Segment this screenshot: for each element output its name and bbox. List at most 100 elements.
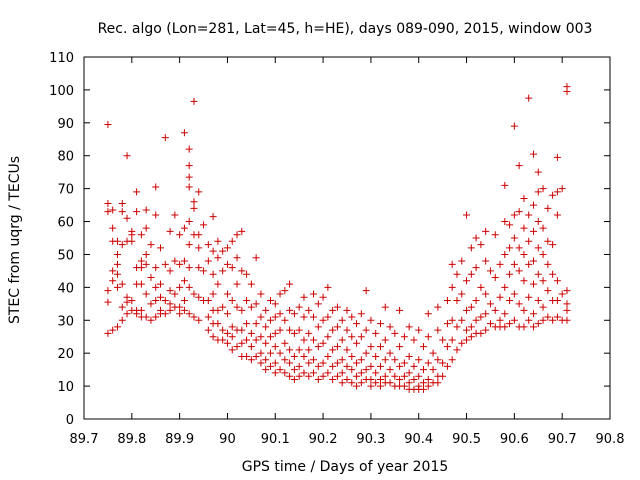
data-point [558, 290, 566, 298]
data-point [118, 316, 126, 324]
data-point [109, 326, 117, 334]
data-point [529, 227, 537, 235]
data-point [553, 211, 561, 219]
data-point [525, 260, 533, 268]
data-point [171, 211, 179, 219]
data-point [195, 264, 203, 272]
data-point [214, 280, 222, 288]
data-point [266, 333, 274, 341]
data-point [539, 224, 547, 232]
data-point [458, 290, 466, 298]
data-point [271, 343, 279, 351]
data-point [176, 231, 184, 239]
data-point [501, 310, 509, 318]
data-point [400, 372, 408, 380]
data-point [439, 372, 447, 380]
data-point [544, 260, 552, 268]
data-point [223, 310, 231, 318]
data-point [319, 293, 327, 301]
data-point [338, 336, 346, 344]
data-point [157, 280, 165, 288]
data-point [214, 306, 222, 314]
x-tick-label: 90.6 [500, 432, 529, 447]
x-tick-label: 89.9 [165, 432, 194, 447]
data-point [448, 336, 456, 344]
data-point [276, 349, 284, 357]
data-point [286, 280, 294, 288]
data-point [185, 310, 193, 318]
y-tick-label: 10 [57, 380, 74, 395]
data-point [396, 306, 404, 314]
data-point [142, 290, 150, 298]
data-point [496, 293, 504, 301]
data-point [142, 250, 150, 258]
data-point [324, 283, 332, 291]
data-point [448, 260, 456, 268]
data-point [376, 320, 384, 328]
data-point [295, 372, 303, 380]
data-point [539, 185, 547, 193]
data-point [439, 359, 447, 367]
data-point [329, 362, 337, 370]
data-point [247, 343, 255, 351]
data-point [233, 231, 241, 239]
data-point [515, 162, 523, 170]
data-point [290, 366, 298, 374]
data-point [305, 359, 313, 367]
data-point [467, 244, 475, 252]
y-axis-label: STEC from uqrg / TECUs [7, 156, 23, 324]
data-point [104, 120, 112, 128]
data-point [338, 356, 346, 364]
data-point [424, 359, 432, 367]
data-point [195, 188, 203, 196]
data-point [491, 231, 499, 239]
data-point [491, 273, 499, 281]
data-point [525, 211, 533, 219]
data-point [281, 339, 289, 347]
data-point [534, 168, 542, 176]
data-point [348, 379, 356, 387]
data-point [515, 300, 523, 308]
data-point [420, 379, 428, 387]
y-tick-label: 70 [57, 183, 74, 198]
data-point [434, 356, 442, 364]
data-point [166, 287, 174, 295]
data-point [367, 316, 375, 324]
data-point [520, 306, 528, 314]
data-point [128, 237, 136, 245]
data-point [228, 346, 236, 354]
data-point [104, 287, 112, 295]
data-point [482, 310, 490, 318]
data-point [243, 270, 251, 278]
data-point [553, 313, 561, 321]
data-point [233, 280, 241, 288]
data-point [142, 206, 150, 214]
data-point [539, 303, 547, 311]
data-point [443, 320, 451, 328]
data-point [424, 382, 432, 390]
data-point [520, 277, 528, 285]
data-point [386, 349, 394, 357]
y-tick-label: 80 [57, 150, 74, 165]
data-point [300, 336, 308, 344]
data-point [525, 293, 533, 301]
data-point [161, 260, 169, 268]
data-point [420, 343, 428, 351]
data-point [319, 359, 327, 367]
data-point [262, 366, 270, 374]
data-point [329, 376, 337, 384]
data-point [185, 173, 193, 181]
data-point [223, 244, 231, 252]
data-point [180, 277, 188, 285]
plot-frame [83, 56, 611, 420]
data-point [152, 183, 160, 191]
data-point [310, 369, 318, 377]
data-point [506, 270, 514, 278]
data-point [448, 283, 456, 291]
data-point [372, 369, 380, 377]
data-point [223, 329, 231, 337]
data-point [506, 297, 514, 305]
data-point [281, 356, 289, 364]
x-tick-label: 90.7 [548, 432, 577, 447]
